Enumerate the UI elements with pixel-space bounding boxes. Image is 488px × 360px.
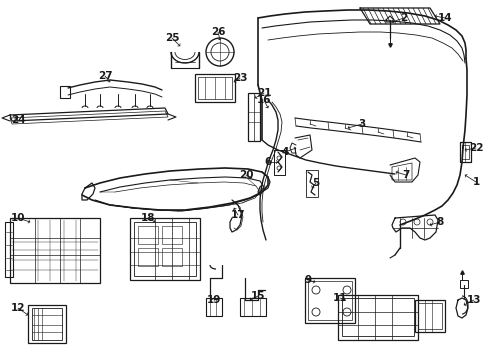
- Text: 8: 8: [435, 217, 443, 227]
- Bar: [134, 222, 196, 276]
- Text: 9: 9: [304, 275, 311, 285]
- Bar: [130, 218, 200, 280]
- Bar: [459, 280, 467, 288]
- Bar: [5, 222, 13, 277]
- Text: 15: 15: [250, 291, 264, 301]
- Bar: [341, 298, 413, 336]
- Text: 5: 5: [312, 178, 319, 188]
- Bar: [414, 300, 444, 332]
- Text: 1: 1: [471, 177, 479, 187]
- Text: 24: 24: [11, 115, 25, 125]
- Bar: [198, 77, 231, 99]
- Text: 12: 12: [11, 303, 25, 313]
- Bar: [337, 295, 417, 340]
- Text: 20: 20: [238, 170, 253, 180]
- Bar: [32, 308, 62, 340]
- Text: 2: 2: [400, 13, 407, 23]
- Bar: [205, 298, 222, 316]
- Bar: [247, 93, 260, 141]
- Bar: [138, 248, 158, 266]
- Bar: [195, 74, 235, 102]
- Text: 17: 17: [230, 210, 245, 220]
- Bar: [28, 305, 66, 343]
- Bar: [162, 226, 182, 244]
- Text: 25: 25: [164, 33, 179, 43]
- Bar: [305, 278, 354, 323]
- Bar: [60, 86, 70, 98]
- Text: 23: 23: [232, 73, 247, 83]
- Text: 14: 14: [437, 13, 451, 23]
- Text: 18: 18: [141, 213, 155, 223]
- Text: 22: 22: [468, 143, 482, 153]
- Text: 13: 13: [466, 295, 480, 305]
- Text: 6: 6: [264, 157, 271, 167]
- Text: 21: 21: [256, 88, 271, 98]
- Text: 27: 27: [98, 71, 112, 81]
- Bar: [417, 303, 441, 329]
- Text: 16: 16: [256, 95, 271, 105]
- Bar: [138, 226, 158, 244]
- Text: 7: 7: [402, 170, 409, 180]
- Text: 4: 4: [281, 147, 288, 157]
- Text: 3: 3: [358, 119, 365, 129]
- Bar: [10, 218, 100, 283]
- Bar: [240, 298, 265, 316]
- Bar: [162, 248, 182, 266]
- Text: 11: 11: [332, 293, 346, 303]
- Text: 10: 10: [11, 213, 25, 223]
- Text: 19: 19: [206, 295, 221, 305]
- Bar: [307, 281, 351, 320]
- Text: 26: 26: [210, 27, 225, 37]
